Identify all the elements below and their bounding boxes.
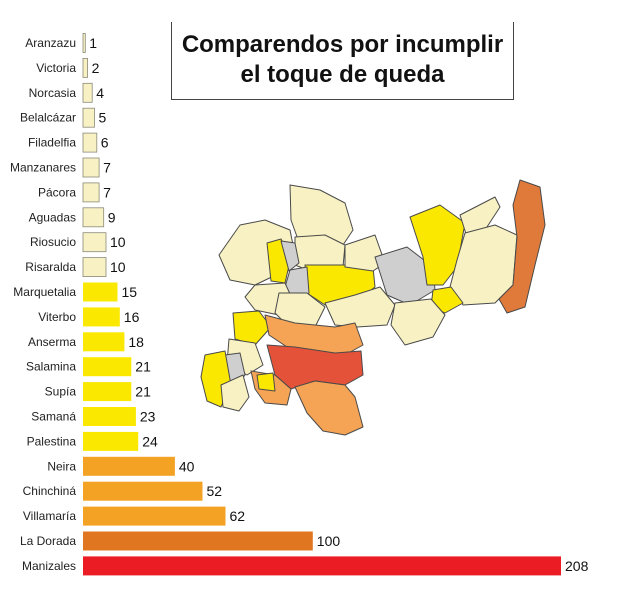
- chart-title-box: Comparendos por incumplir el toque de qu…: [171, 22, 514, 100]
- bar-viterbo: [83, 307, 120, 327]
- value-label: 18: [128, 334, 144, 350]
- map-region: [390, 298, 446, 346]
- bar-neira: [83, 456, 175, 476]
- category-label: Supía: [45, 385, 77, 399]
- category-label: Chinchiná: [23, 484, 77, 498]
- map-region: [256, 372, 276, 392]
- value-label: 40: [179, 458, 195, 474]
- chart-title-line-1: Comparendos por incumplir: [181, 31, 504, 58]
- caldas-map-graphic: [200, 179, 546, 436]
- category-label: Anserma: [28, 335, 76, 349]
- value-label: 7: [103, 184, 111, 200]
- map-region: [220, 374, 250, 412]
- bar-victoria: [82, 58, 88, 78]
- bar-p-cora: [82, 182, 100, 203]
- category-label: Victoria: [36, 61, 76, 75]
- map-region: [449, 224, 518, 306]
- category-label: Palestina: [27, 434, 77, 448]
- value-label: 6: [101, 135, 109, 151]
- category-label: Neira: [47, 459, 76, 473]
- value-label: 52: [207, 483, 223, 499]
- category-label: Belalcázar: [20, 111, 76, 125]
- map-region: [294, 380, 364, 436]
- category-label: Salamina: [26, 360, 76, 374]
- value-label: 23: [140, 409, 156, 425]
- value-label: 10: [110, 259, 126, 275]
- bar-riosucio: [82, 232, 107, 253]
- bar-chinchin-: [83, 481, 203, 501]
- value-label: 21: [135, 359, 151, 375]
- bar-aranzazu: [82, 33, 86, 53]
- bar-villamar-a: [83, 506, 226, 526]
- value-label: 24: [142, 433, 158, 449]
- bar-aguadas: [82, 207, 105, 228]
- value-label: 5: [99, 110, 107, 126]
- category-label: Risaralda: [25, 260, 76, 274]
- category-label: Samaná: [31, 410, 76, 424]
- value-label: 9: [108, 209, 116, 225]
- bar-palestina: [83, 431, 139, 451]
- value-label: 208: [565, 558, 589, 574]
- category-label: Norcasia: [29, 86, 77, 100]
- map-region: [280, 240, 300, 272]
- bar-filadelfia: [82, 132, 98, 153]
- bar-la-dorada: [83, 531, 313, 551]
- category-label: Viterbo: [38, 310, 76, 324]
- category-label: Marquetalia: [13, 285, 76, 299]
- category-label: Manizales: [22, 559, 76, 573]
- bar-sup-a: [83, 382, 132, 402]
- value-label: 2: [92, 60, 100, 76]
- category-label: Aranzazu: [25, 36, 76, 50]
- bar-norcasia: [82, 82, 93, 103]
- category-label: La Dorada: [20, 534, 76, 548]
- value-label: 21: [135, 384, 151, 400]
- map-region: [498, 179, 546, 314]
- bar-anserma: [83, 332, 125, 352]
- bar-salamina: [83, 357, 132, 377]
- value-label: 10: [110, 234, 126, 250]
- category-label: Filadelfia: [28, 136, 76, 150]
- chart-title-line-2: el toque de queda: [240, 61, 445, 88]
- value-label: 62: [230, 508, 246, 524]
- bar-manzanares: [82, 157, 100, 178]
- value-label: 1: [89, 35, 97, 51]
- value-label: 7: [103, 160, 111, 176]
- bar-marquetalia: [83, 282, 118, 302]
- bar-manizales: [83, 556, 561, 576]
- map-region: [324, 286, 396, 328]
- value-label: 100: [317, 533, 341, 549]
- category-label: Manzanares: [10, 161, 76, 175]
- bar-saman-: [83, 407, 136, 426]
- category-label: Aguadas: [29, 210, 76, 224]
- value-label: 16: [124, 309, 140, 325]
- map-region: [264, 314, 364, 356]
- bar-belalc-zar: [82, 107, 95, 128]
- category-label: Riosucio: [30, 235, 76, 249]
- bar-risaralda: [82, 257, 107, 278]
- value-label: 15: [122, 284, 138, 300]
- category-label: Villamaría: [23, 509, 76, 523]
- map-region: [409, 204, 466, 286]
- map-region: [232, 310, 272, 346]
- category-label: Pácora: [38, 185, 76, 199]
- value-label: 4: [96, 85, 104, 101]
